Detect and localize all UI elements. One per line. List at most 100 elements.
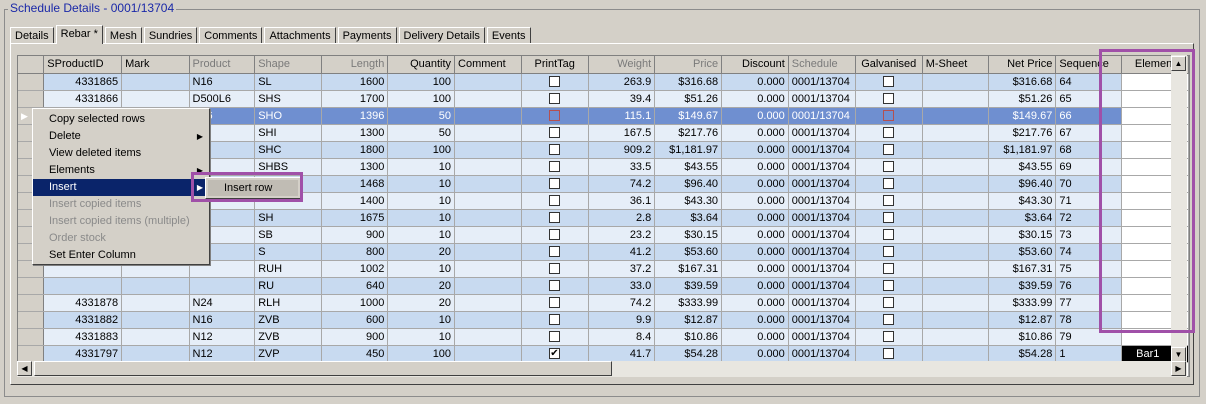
printtag-checkbox[interactable]: [549, 195, 561, 207]
cell-printtag[interactable]: [521, 294, 589, 312]
cell-weight[interactable]: 41.7: [588, 345, 656, 363]
horizontal-scrollbar[interactable]: ◀ ▶: [17, 361, 1187, 377]
cell-printtag[interactable]: [521, 124, 589, 142]
cell-schedule[interactable]: 0001/13704: [788, 107, 856, 125]
tab-events[interactable]: Events: [486, 27, 531, 44]
cell-sproductid[interactable]: 4331878: [43, 294, 123, 312]
printtag-checkbox[interactable]: [549, 331, 561, 343]
cell-price[interactable]: $3.64: [654, 209, 723, 227]
cell-weight[interactable]: 8.4: [588, 328, 656, 346]
cell-mark[interactable]: [121, 345, 190, 363]
header-mark[interactable]: Mark: [121, 56, 190, 74]
table-row[interactable]: 1400 10 36.1 $43.30 0.000 0001/13704 $43.30 71: [18, 192, 1189, 210]
cell-shape[interactable]: SHC: [254, 141, 322, 159]
cell-comment[interactable]: [454, 328, 522, 346]
printtag-checkbox[interactable]: [549, 346, 561, 361]
header-printtag[interactable]: PrintTag: [521, 56, 589, 74]
cell-quantity[interactable]: 100: [387, 345, 456, 363]
cell-comment[interactable]: [454, 345, 522, 363]
table-row[interactable]: RUH 1002 10 37.2 $167.31 0.000 0001/13704 $167.…: [18, 260, 1189, 278]
cell-quantity[interactable]: 20: [387, 277, 456, 295]
cell-sequence[interactable]: 73: [1055, 226, 1123, 244]
cell-printtag[interactable]: [521, 328, 589, 346]
cell-sequence[interactable]: 69: [1055, 158, 1123, 176]
cell-price[interactable]: $51.26: [654, 90, 723, 108]
cell-discount[interactable]: 0.000: [721, 328, 789, 346]
cell-weight[interactable]: 41.2: [588, 243, 656, 261]
cell-sproductid[interactable]: 4331883: [43, 328, 123, 346]
cell-sequence[interactable]: 76: [1055, 277, 1123, 295]
cell-printtag[interactable]: [521, 345, 589, 363]
cell-length[interactable]: 1396: [321, 107, 389, 125]
cell-comment[interactable]: [454, 107, 522, 125]
cell-sproductid[interactable]: [43, 277, 123, 295]
menu-copy-selected-rows[interactable]: Copy selected rows: [49, 113, 145, 125]
printtag-checkbox[interactable]: [549, 280, 561, 292]
cell-net-price[interactable]: $53.60: [988, 243, 1057, 261]
cell-sequence[interactable]: 65: [1055, 90, 1123, 108]
cell-price[interactable]: $54.28: [654, 345, 723, 363]
header-msheet[interactable]: M-Sheet: [922, 56, 990, 74]
cell-schedule[interactable]: 0001/13704: [788, 328, 856, 346]
cell-shape[interactable]: SHBS: [254, 158, 322, 176]
cell-comment[interactable]: [454, 243, 522, 261]
cell-galvanised[interactable]: [855, 311, 923, 329]
galvanised-checkbox[interactable]: [883, 280, 895, 292]
menu-insert[interactable]: Insert ▶: [33, 179, 209, 196]
cell-msheet[interactable]: [922, 328, 990, 346]
header-price[interactable]: Price: [654, 56, 723, 74]
cell-schedule[interactable]: 0001/13704: [788, 311, 856, 329]
cell-galvanised[interactable]: [855, 124, 923, 142]
cell-length[interactable]: 900: [321, 226, 389, 244]
cell-sequence[interactable]: 66: [1055, 107, 1123, 125]
cell-length[interactable]: 450: [321, 345, 389, 363]
cell-comment[interactable]: [454, 226, 522, 244]
cell-galvanised[interactable]: [855, 192, 923, 210]
cell-price[interactable]: $12.87: [654, 311, 723, 329]
cell-sproductid[interactable]: 4331865: [43, 73, 123, 91]
tab-attachments[interactable]: Attachments: [264, 27, 336, 44]
cell-length[interactable]: 900: [321, 328, 389, 346]
galvanised-checkbox[interactable]: [883, 212, 895, 224]
cell-discount[interactable]: 0.000: [721, 260, 789, 278]
cell-schedule[interactable]: 0001/13704: [788, 345, 856, 363]
cell-sequence[interactable]: 72: [1055, 209, 1123, 227]
scroll-left-arrow-icon[interactable]: ◀: [17, 361, 32, 376]
cell-sequence[interactable]: 67: [1055, 124, 1123, 142]
tab-delivery-details[interactable]: Delivery Details: [398, 27, 485, 44]
cell-discount[interactable]: 0.000: [721, 226, 789, 244]
cell-length[interactable]: 1300: [321, 158, 389, 176]
galvanised-checkbox[interactable]: [883, 93, 895, 105]
cell-msheet[interactable]: [922, 192, 990, 210]
row-indicator[interactable]: [18, 294, 45, 312]
header-weight[interactable]: Weight: [588, 56, 656, 74]
cell-product[interactable]: N12: [189, 328, 256, 346]
cell-galvanised[interactable]: [855, 226, 923, 244]
cell-price[interactable]: $10.86: [654, 328, 723, 346]
cell-length[interactable]: 1300: [321, 124, 389, 142]
cell-mark[interactable]: [121, 294, 190, 312]
cell-printtag[interactable]: [521, 192, 589, 210]
cell-printtag[interactable]: [521, 175, 589, 193]
cell-quantity[interactable]: 10: [387, 311, 456, 329]
printtag-checkbox[interactable]: [549, 246, 561, 258]
galvanised-checkbox[interactable]: [883, 314, 895, 326]
cell-sequence[interactable]: 79: [1055, 328, 1123, 346]
cell-net-price[interactable]: $30.15: [988, 226, 1057, 244]
cell-weight[interactable]: 36.1: [588, 192, 656, 210]
cell-weight[interactable]: 23.2: [588, 226, 656, 244]
cell-printtag[interactable]: [521, 73, 589, 91]
galvanised-checkbox[interactable]: [883, 246, 895, 258]
cell-net-price[interactable]: $12.87: [988, 311, 1057, 329]
printtag-checkbox[interactable]: [549, 297, 561, 309]
cell-quantity[interactable]: 20: [387, 243, 456, 261]
cell-galvanised[interactable]: [855, 158, 923, 176]
cell-net-price[interactable]: $51.26: [988, 90, 1057, 108]
cell-quantity[interactable]: 100: [387, 90, 456, 108]
cell-sequence[interactable]: 78: [1055, 311, 1123, 329]
cell-printtag[interactable]: [521, 209, 589, 227]
cell-price[interactable]: $39.59: [654, 277, 723, 295]
cell-shape[interactable]: SHS: [254, 90, 322, 108]
cell-printtag[interactable]: [521, 158, 589, 176]
cell-price[interactable]: $96.40: [654, 175, 723, 193]
